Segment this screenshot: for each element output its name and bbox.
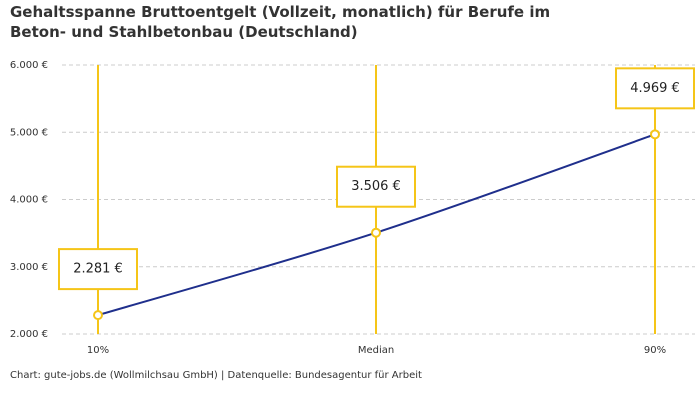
y-tick-label: 4.000 € (10, 195, 48, 206)
value-label-box (58, 248, 138, 291)
value-label: 3.506 € (351, 179, 401, 194)
value-label-box (336, 165, 416, 208)
point (650, 129, 660, 140)
x-tick-label: Median (358, 345, 394, 356)
value-label-box (615, 67, 695, 110)
value-label: 4.969 € (630, 81, 680, 96)
y-tick-label: 2.000 € (10, 329, 48, 340)
x-tick-label: 10% (87, 345, 109, 356)
source: Chart: gute-jobs.de (Wollmilchsau GmbH) … (10, 370, 422, 381)
point (371, 227, 381, 238)
value-label: 2.281 € (73, 262, 123, 277)
y-tick-label: 6.000 € (10, 60, 48, 71)
point (93, 310, 103, 321)
y-tick-label: 3.000 € (10, 262, 48, 273)
chart-title: Gehaltsspanne Bruttoentgelt (Vollzeit, m… (10, 3, 551, 41)
y-tick-label: 5.000 € (10, 127, 48, 138)
x-tick-label: 90% (644, 345, 666, 356)
